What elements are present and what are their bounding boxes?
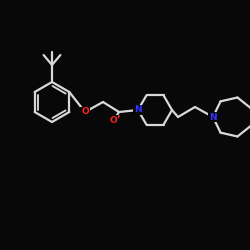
Text: N: N: [134, 106, 142, 114]
Text: N: N: [209, 112, 217, 122]
Text: O: O: [110, 116, 118, 125]
Text: O: O: [81, 108, 89, 116]
Text: N: N: [209, 112, 217, 122]
